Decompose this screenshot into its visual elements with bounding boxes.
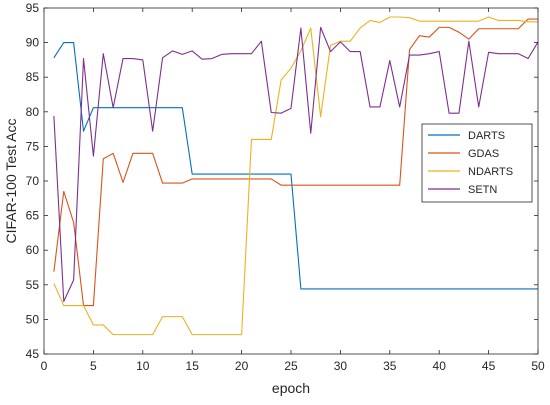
x-axis-label: epoch (272, 380, 310, 396)
legend-label-ndarts: NDARTS (468, 166, 513, 178)
x-tick-label: 15 (186, 359, 200, 373)
series-line-gdas (53, 18, 538, 307)
x-tick-label: 0 (41, 359, 48, 373)
legend-label-setn: SETN (468, 184, 497, 196)
y-tick-label: 50 (26, 312, 40, 326)
y-tick-label: 60 (26, 243, 40, 257)
y-tick-label: 85 (26, 70, 40, 84)
legend: DARTS GDAS NDARTS SETN (421, 123, 533, 203)
y-tick-label: 45 (26, 347, 40, 361)
series-line-setn (53, 26, 539, 302)
axes-layer: 0 5 10 15 20 25 30 35 40 45 50 45 50 55 60 65 70 75 80 85 90… (26, 1, 545, 373)
series-line-ndarts (53, 16, 538, 336)
y-tick-label: 80 (26, 105, 40, 119)
series-line-darts (53, 42, 538, 290)
y-tick-label: 55 (26, 278, 40, 292)
y-tick-label: 95 (26, 1, 40, 15)
series-layer (53, 16, 539, 336)
legend-label-gdas: GDAS (468, 148, 499, 160)
x-tick-label: 5 (90, 359, 97, 373)
y-tick-label: 65 (26, 209, 40, 223)
x-tick-label: 50 (531, 359, 545, 373)
legend-label-darts: DARTS (468, 130, 505, 142)
x-tick-label: 35 (383, 359, 397, 373)
x-tick-label: 25 (284, 359, 298, 373)
x-tick-label: 20 (235, 359, 249, 373)
x-tick-label: 40 (433, 359, 447, 373)
x-tick-label: 45 (482, 359, 496, 373)
y-tick-label: 75 (26, 139, 40, 153)
y-tick-label: 70 (26, 174, 40, 188)
x-tick-label: 30 (334, 359, 348, 373)
y-tick-label: 90 (26, 36, 40, 50)
x-tick-label: 10 (136, 359, 150, 373)
y-axis-label: CIFAR-100 Test Acc (3, 118, 19, 243)
